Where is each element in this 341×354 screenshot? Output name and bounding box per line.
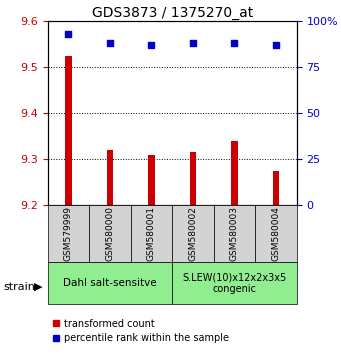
Bar (231, 141, 238, 205)
Point (232, 40, 237, 46)
Text: GSM580003: GSM580003 (230, 206, 239, 261)
Title: GDS3873 / 1375270_at: GDS3873 / 1375270_at (92, 6, 253, 20)
Text: GSM580002: GSM580002 (189, 206, 197, 261)
Bar (131, 205, 172, 262)
Bar (148, 155, 154, 205)
Point (190, 40, 196, 46)
Bar (107, 150, 113, 205)
Text: S.LEW(10)x12x2x3x5
congenic: S.LEW(10)x12x2x3x5 congenic (182, 272, 286, 294)
Point (149, 42, 154, 48)
Point (107, 40, 113, 46)
Bar (214, 205, 255, 262)
Bar (190, 153, 196, 205)
Bar (48, 262, 172, 304)
Bar (65, 56, 72, 205)
Text: Dahl salt-sensitve: Dahl salt-sensitve (63, 278, 157, 288)
Bar (89, 205, 131, 262)
Point (273, 42, 279, 48)
Text: GSM580001: GSM580001 (147, 206, 156, 261)
Bar (273, 171, 279, 205)
Bar (172, 262, 297, 304)
Bar (48, 205, 89, 262)
Legend: transformed count, percentile rank within the sample: transformed count, percentile rank withi… (49, 315, 233, 347)
Text: GSM579999: GSM579999 (64, 206, 73, 261)
Bar (255, 205, 297, 262)
Bar (172, 205, 214, 262)
Text: GSM580000: GSM580000 (105, 206, 115, 261)
Text: GSM580004: GSM580004 (271, 206, 280, 261)
Text: ▶: ▶ (34, 282, 43, 292)
Text: strain: strain (3, 282, 35, 292)
Point (66, 31, 71, 37)
